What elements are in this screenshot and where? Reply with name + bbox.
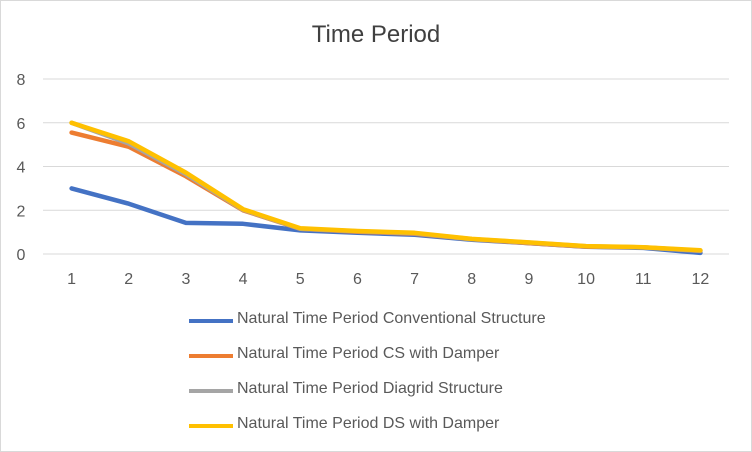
legend-swatch bbox=[189, 354, 233, 358]
x-tick-label: 5 bbox=[296, 271, 305, 288]
x-tick-label: 9 bbox=[524, 271, 533, 288]
x-tick-label: 10 bbox=[577, 271, 595, 288]
x-tick-label: 11 bbox=[635, 271, 652, 288]
x-tick-label: 12 bbox=[692, 271, 710, 288]
y-tick-label: 8 bbox=[17, 72, 26, 89]
x-tick-label: 3 bbox=[181, 271, 190, 288]
y-tick-label: 0 bbox=[17, 247, 26, 264]
legend-label: Natural Time Period CS with Damper bbox=[237, 345, 500, 362]
x-tick-label: 4 bbox=[239, 271, 248, 288]
legend-label: Natural Time Period Conventional Structu… bbox=[237, 310, 546, 327]
x-tick-label: 2 bbox=[124, 271, 133, 288]
chart-title: Time Period bbox=[311, 21, 441, 48]
legend-swatch bbox=[189, 389, 233, 393]
legend-label: Natural Time Period DS with Damper bbox=[237, 415, 500, 432]
y-tick-label: 2 bbox=[17, 203, 26, 220]
legend-swatch bbox=[189, 424, 233, 428]
x-tick-label: 1 bbox=[67, 271, 76, 288]
x-tick-label: 7 bbox=[410, 271, 419, 288]
x-tick-label: 6 bbox=[353, 271, 362, 288]
y-tick-label: 4 bbox=[17, 160, 26, 177]
y-tick-label: 6 bbox=[17, 116, 26, 133]
series-line-1 bbox=[69, 186, 703, 256]
legend-swatch bbox=[189, 319, 233, 323]
legend-label: Natural Time Period Diagrid Structure bbox=[237, 380, 503, 397]
series-line-4 bbox=[69, 120, 703, 253]
x-tick-label: 8 bbox=[467, 271, 476, 288]
